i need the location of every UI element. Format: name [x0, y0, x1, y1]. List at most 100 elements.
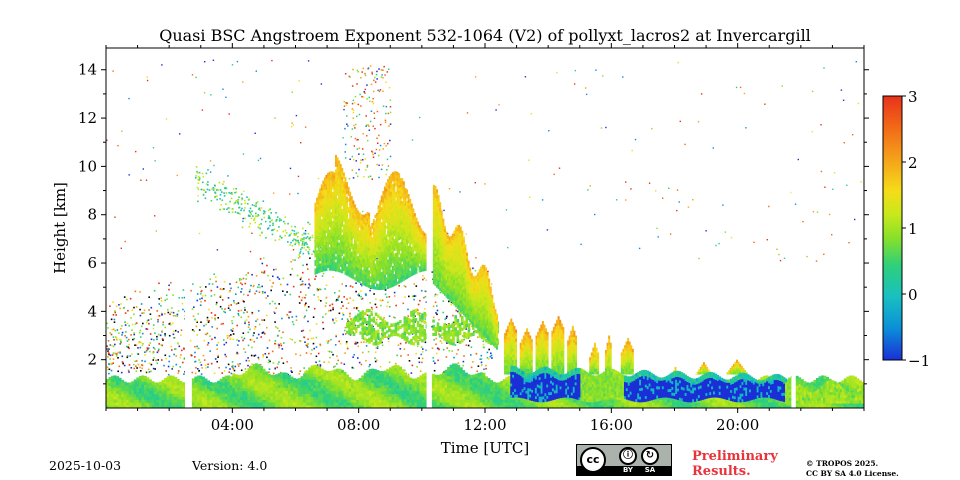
heatmap-cell: [404, 390, 408, 394]
noise-point: [203, 189, 205, 191]
noise-point: [120, 303, 122, 305]
heatmap-cell: [727, 398, 731, 403]
noise-point: [360, 283, 362, 285]
heatmap-cell: [666, 402, 670, 406]
noise-point: [145, 371, 148, 374]
heatmap-cell: [229, 393, 233, 397]
noise-point: [352, 111, 355, 114]
noise-point: [291, 321, 294, 323]
noise-point: [766, 239, 768, 241]
heatmap-cell: [320, 368, 324, 372]
noise-point: [271, 59, 273, 62]
noise-point: [371, 178, 373, 180]
heatmap-cell: [275, 399, 279, 403]
heatmap-cell: [406, 393, 410, 397]
heatmap-cell: [469, 395, 473, 400]
noise-point: [167, 373, 170, 376]
heatmap-cell: [492, 393, 496, 397]
heatmap-cell: [699, 399, 703, 403]
heatmap-cell: [335, 371, 339, 375]
heatmap-cell: [442, 372, 445, 376]
noise-point: [116, 329, 119, 331]
heatmap-cell: [507, 375, 511, 380]
noise-point: [433, 369, 436, 372]
heatmap-cell: [462, 370, 466, 374]
heatmap-cell: [171, 399, 175, 403]
noise-point: [470, 354, 472, 356]
noise-point: [346, 115, 348, 117]
heatmap-cell: [371, 402, 375, 406]
noise-point: [735, 86, 738, 89]
noise-point: [267, 295, 269, 297]
heatmap-cell: [303, 399, 307, 403]
heatmap-cell: [111, 396, 114, 400]
heatmap-cell: [361, 378, 365, 382]
noise-point: [194, 356, 196, 358]
noise-point: [469, 340, 471, 342]
heatmap-cell: [378, 385, 382, 389]
heatmap-cell: [318, 369, 322, 374]
heatmap-cell: [378, 370, 382, 375]
heatmap-cell: [106, 402, 109, 406]
heatmap-cell: [239, 380, 243, 384]
heatmap-cell: [169, 378, 173, 382]
heatmap-cell: [421, 388, 425, 392]
noise-point: [344, 151, 346, 153]
noise-point: [142, 343, 144, 345]
heatmap-cell: [265, 382, 269, 386]
noise-point: [448, 343, 451, 345]
heatmap-cell: [747, 402, 751, 406]
noise-point: [232, 333, 235, 335]
noise-point: [395, 362, 397, 365]
noise-point: [309, 239, 311, 242]
noise-point: [335, 300, 337, 302]
noise-point: [255, 202, 258, 204]
noise-point: [366, 84, 368, 86]
noise-point: [350, 136, 352, 138]
heatmap-cell: [459, 384, 463, 389]
heatmap-cell: [368, 371, 372, 376]
heatmap-cell: [469, 398, 473, 403]
heatmap-cell: [328, 382, 332, 386]
heatmap-cell: [310, 393, 314, 398]
heatmap-cell: [260, 387, 264, 391]
heatmap-cell: [328, 388, 332, 392]
heatmap-cell: [507, 396, 511, 400]
heatmap-cell: [568, 405, 572, 408]
heatmap-cell: [363, 393, 367, 397]
heatmap-cell: [442, 405, 445, 408]
heatmap-cell: [340, 369, 344, 374]
heatmap-cell: [388, 381, 392, 386]
noise-point: [357, 310, 360, 312]
noise-point: [295, 233, 297, 236]
noise-point: [349, 313, 351, 315]
heatmap-cell: [601, 405, 605, 408]
heatmap-cell: [351, 382, 355, 386]
heatmap-cell: [431, 402, 435, 406]
heatmap-cell: [338, 377, 342, 381]
heatmap-cell: [174, 379, 178, 384]
heatmap-cell: [159, 399, 162, 403]
noise-point: [182, 361, 184, 364]
noise-point: [388, 315, 391, 317]
noise-point: [244, 207, 246, 209]
noise-point: [116, 338, 118, 341]
noise-point: [128, 97, 130, 100]
noise-point: [322, 316, 324, 318]
noise-point: [364, 158, 367, 160]
heatmap-cell: [234, 405, 238, 408]
noise-point: [146, 320, 149, 322]
noise-point: [184, 371, 186, 373]
noise-point: [322, 321, 324, 324]
heatmap-cell: [315, 379, 319, 383]
heatmap-cell: [497, 402, 501, 406]
heatmap-cell: [348, 391, 352, 395]
heatmap-cell: [148, 390, 152, 395]
heatmap-cell: [343, 401, 347, 406]
noise-point: [209, 171, 212, 173]
heatmap-cell: [146, 399, 150, 403]
noise-point: [365, 124, 368, 126]
noise-point: [380, 76, 383, 78]
heatmap-cell: [485, 399, 488, 403]
heatmap-cell: [353, 402, 357, 406]
